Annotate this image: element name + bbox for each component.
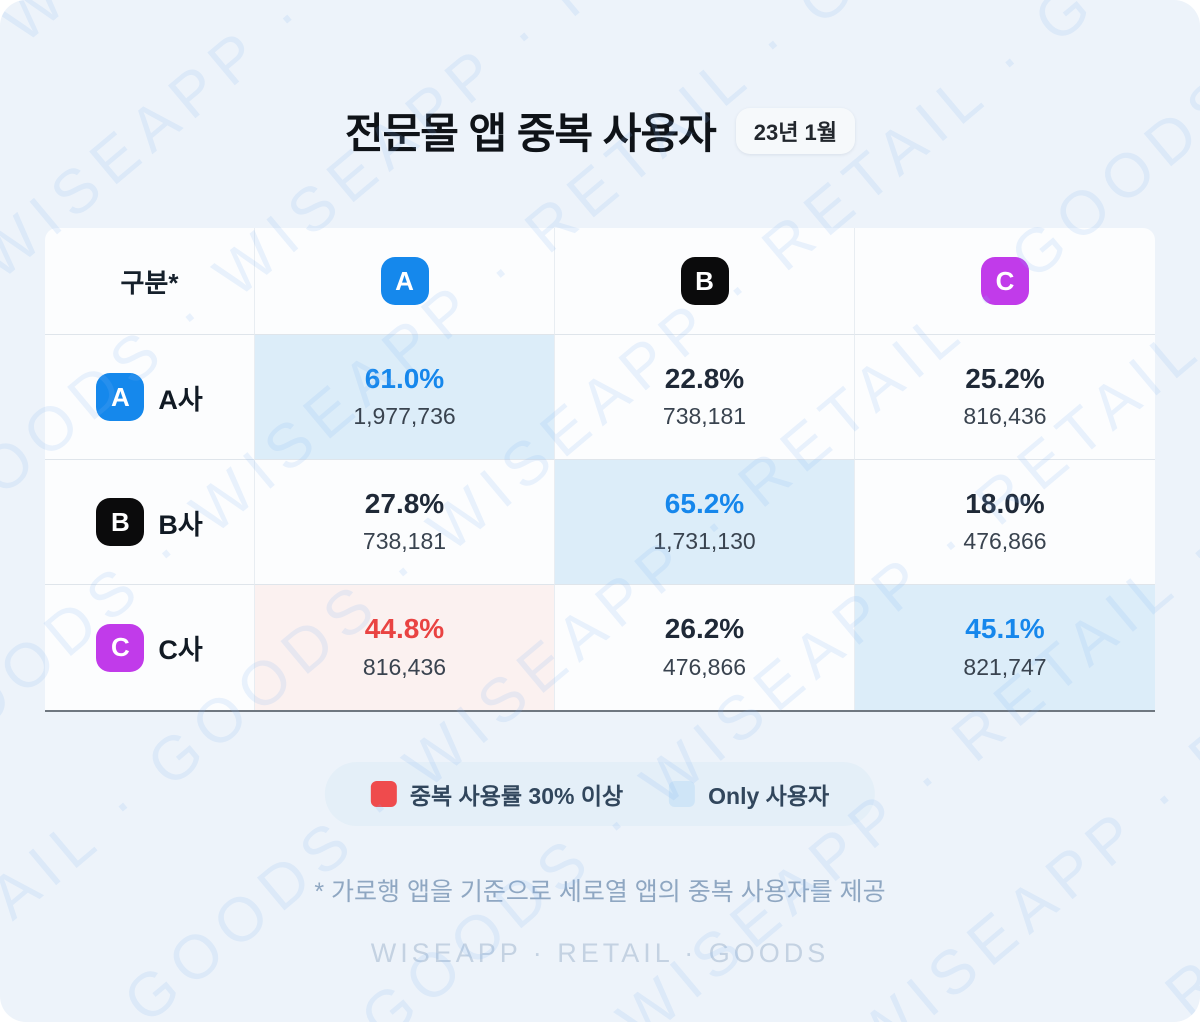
row-header-c: C C사 (45, 585, 255, 710)
user-count: 738,181 (662, 403, 747, 430)
brand-footer: WISEAPP · RETAIL · GOODS (370, 938, 830, 968)
user-count: 1,731,130 (653, 528, 756, 555)
row-label: C사 (158, 635, 203, 665)
column-header-c: C (855, 228, 1155, 335)
percent-value: 44.8% (364, 613, 445, 645)
cell-c-b: 26.2% 476,866 (555, 585, 855, 710)
page-title: 전문몰 앱 중복 사용자 (344, 110, 717, 157)
percent-value: 45.1% (965, 613, 1045, 645)
user-count: 816,436 (362, 653, 447, 680)
legend: 중복 사용률 30% 이상 Only 사용자 (324, 762, 876, 826)
cell-b-a: 27.8% 738,181 (255, 460, 555, 585)
app-a-badge: A (96, 373, 145, 421)
user-count: 476,866 (662, 653, 747, 680)
app-b-badge: B (680, 257, 729, 305)
cell-a-a: 61.0% 1,977,736 (255, 335, 555, 460)
user-count: 1,977,736 (353, 403, 456, 430)
cell-b-c: 18.0% 476,866 (855, 460, 1155, 585)
percent-value: 65.2% (664, 487, 745, 519)
row-header-b: B B사 (45, 460, 255, 585)
user-count: 476,866 (963, 528, 1047, 555)
user-count: 821,747 (963, 653, 1047, 680)
percent-value: 27.8% (364, 487, 445, 519)
date-badge: 23년 1월 (735, 107, 856, 154)
table-corner-header-cell: 구분* (45, 228, 255, 335)
percent-value: 22.8% (664, 362, 745, 394)
row-label: A사 (158, 384, 203, 415)
cell-a-c: 25.2% 816,436 (855, 335, 1155, 460)
legend-label: Only 사용자 (708, 783, 830, 809)
app-b-badge: B (96, 498, 145, 546)
legend-item-blue: Only 사용자 (669, 777, 829, 811)
row-header-a: A A사 (45, 335, 255, 460)
footnote: * 가로행 앱을 기준으로 세로열 앱의 중복 사용자를 제공 (314, 878, 886, 906)
cell-b-b: 65.2% 1,731,130 (555, 460, 855, 585)
cell-c-c: 45.1% 821,747 (855, 585, 1155, 710)
app-c-badge: C (981, 257, 1029, 305)
row-label: B사 (158, 509, 203, 540)
percent-value: 18.0% (965, 487, 1045, 519)
header: 전문몰 앱 중복 사용자 23년 1월 (0, 100, 1200, 161)
overlap-users-table: 구분* A B C A A사 61.0% 1,977,736 22.8% 738… (45, 228, 1155, 712)
percent-value: 26.2% (664, 613, 745, 645)
user-count: 816,436 (963, 403, 1047, 430)
cell-a-b: 22.8% 738,181 (555, 335, 855, 460)
app-c-badge: C (96, 623, 145, 672)
cell-c-a: 44.8% 816,436 (255, 585, 555, 710)
red-swatch-icon (370, 781, 397, 807)
legend-label: 중복 사용률 30% 이상 (409, 783, 624, 809)
user-count: 738,181 (362, 528, 447, 555)
legend-item-red: 중복 사용률 30% 이상 (370, 777, 624, 811)
column-header-b: B (555, 228, 855, 335)
percent-value: 25.2% (965, 362, 1045, 394)
percent-value: 61.0% (364, 362, 445, 394)
blue-swatch-icon (669, 781, 696, 807)
app-a-badge: A (380, 257, 429, 305)
corner-header-label: 구분* (120, 267, 179, 298)
column-header-a: A (255, 228, 555, 335)
